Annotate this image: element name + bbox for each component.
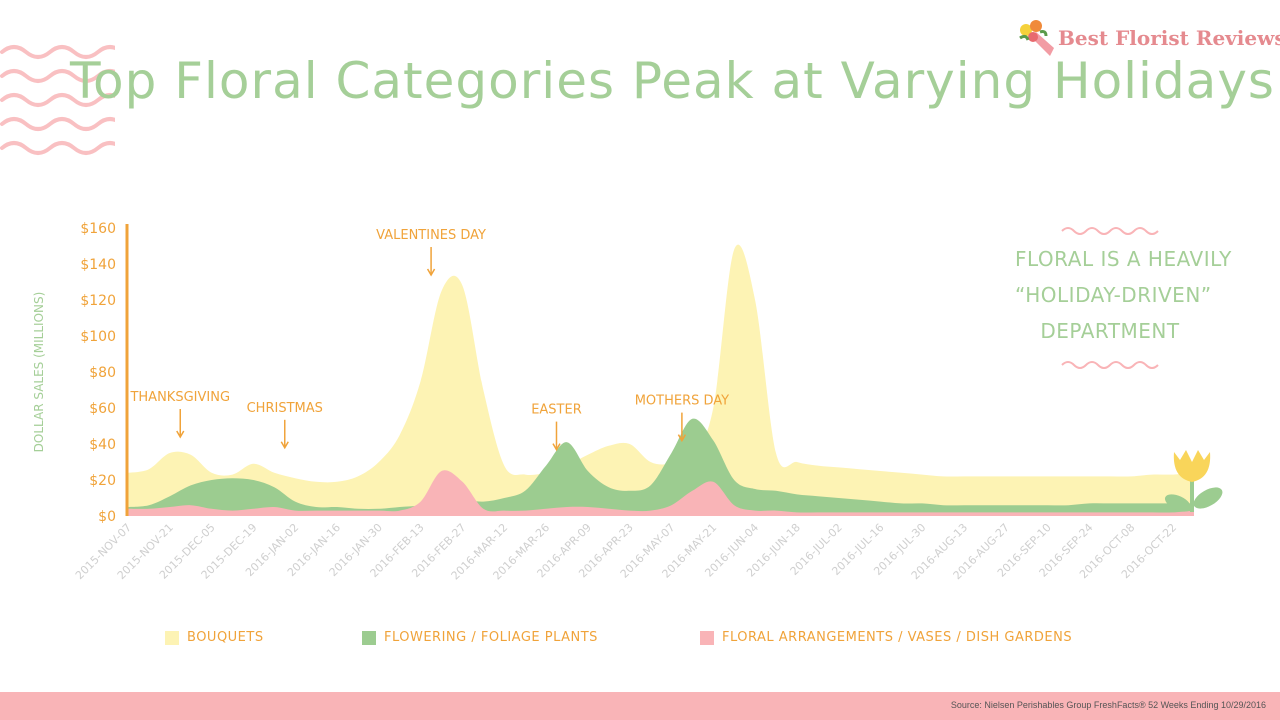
decorative-waves xyxy=(0,45,115,155)
annotation-thanksgiving: THANKSGIVING xyxy=(129,390,230,439)
annotation-arrow-head xyxy=(677,434,687,443)
tulip-icon xyxy=(1164,450,1223,512)
annotation-label: CHRISTMAS xyxy=(247,401,323,416)
y-axis-label: DOLLAR SALES (MILLIONS) xyxy=(32,292,46,453)
area-bouquets xyxy=(128,244,1194,516)
callout-line-3: DEPARTMENT xyxy=(1040,319,1180,343)
y-tick-label: $20 xyxy=(89,473,116,489)
annotation-arrow-head xyxy=(176,430,185,439)
legend-label-bouquets: BOUQUETS xyxy=(187,630,264,645)
annotation-label: VALENTINES DAY xyxy=(376,228,486,243)
annotation-easter: EASTER xyxy=(531,403,582,452)
legend-swatch-arrangements xyxy=(700,630,714,645)
y-tick-label: $100 xyxy=(80,329,116,345)
legend-label-arrangements: FLORAL ARRANGEMENTS / VASES / DISH GARDE… xyxy=(722,630,1073,645)
bouquet-icon xyxy=(1019,20,1054,56)
legend-item-arrangements: FLORAL ARRANGEMENTS / VASES / DISH GARDE… xyxy=(700,630,1072,645)
y-tick-label: $60 xyxy=(89,401,116,417)
annotation-arrow-head xyxy=(552,443,561,452)
callout-wave-top xyxy=(1061,227,1159,235)
area-arrangements xyxy=(128,470,1194,516)
y-tick-label: $0 xyxy=(98,509,116,525)
legend-item-plants: FLOWERING / FOLIAGE PLANTS xyxy=(362,630,598,645)
annotation-label: EASTER xyxy=(531,403,582,418)
y-tick-label: $40 xyxy=(89,437,116,453)
callout-line-2: “HOLIDAY-DRIVEN” xyxy=(1015,283,1212,307)
annotation-label: MOTHERS DAY xyxy=(635,394,729,409)
brand-name: Best Florist Reviews xyxy=(1058,26,1280,50)
annotation-arrow-head xyxy=(280,441,289,450)
annotation-label: THANKSGIVING xyxy=(129,390,230,405)
y-tick-label: $80 xyxy=(89,365,116,381)
footer-bar: Source: Nielsen Perishables Group FreshF… xyxy=(0,692,1280,720)
annotation-arrow-head xyxy=(426,268,436,277)
annotation-valentines-day: VALENTINES DAY xyxy=(376,228,486,277)
annotation-mothers-day: MOTHERS DAY xyxy=(635,394,729,443)
callout-wave-bottom xyxy=(1061,361,1159,369)
callout-line-1: FLORAL IS A HEAVILY xyxy=(1015,247,1232,271)
annotation-christmas: CHRISTMAS xyxy=(247,401,323,450)
legend-item-bouquets: BOUQUETS xyxy=(165,630,264,645)
brand-logo[interactable]: Best Florist Reviews xyxy=(1016,18,1280,60)
y-tick-label: $160 xyxy=(80,221,116,237)
legend-swatch-plants xyxy=(362,630,376,645)
area-flowering-plants xyxy=(128,418,1194,516)
legend-label-plants: FLOWERING / FOLIAGE PLANTS xyxy=(384,630,598,645)
chart-legend: BOUQUETS FLOWERING / FOLIAGE PLANTS FLOR… xyxy=(0,630,1280,654)
y-tick-label: $120 xyxy=(80,293,116,309)
callout-text: FLORAL IS A HEAVILY “HOLIDAY-DRIVEN” DEP… xyxy=(1015,227,1231,369)
y-tick-label: $140 xyxy=(80,257,116,273)
source-note: Source: Nielsen Perishables Group FreshF… xyxy=(950,700,1266,710)
legend-swatch-bouquets xyxy=(165,630,179,645)
